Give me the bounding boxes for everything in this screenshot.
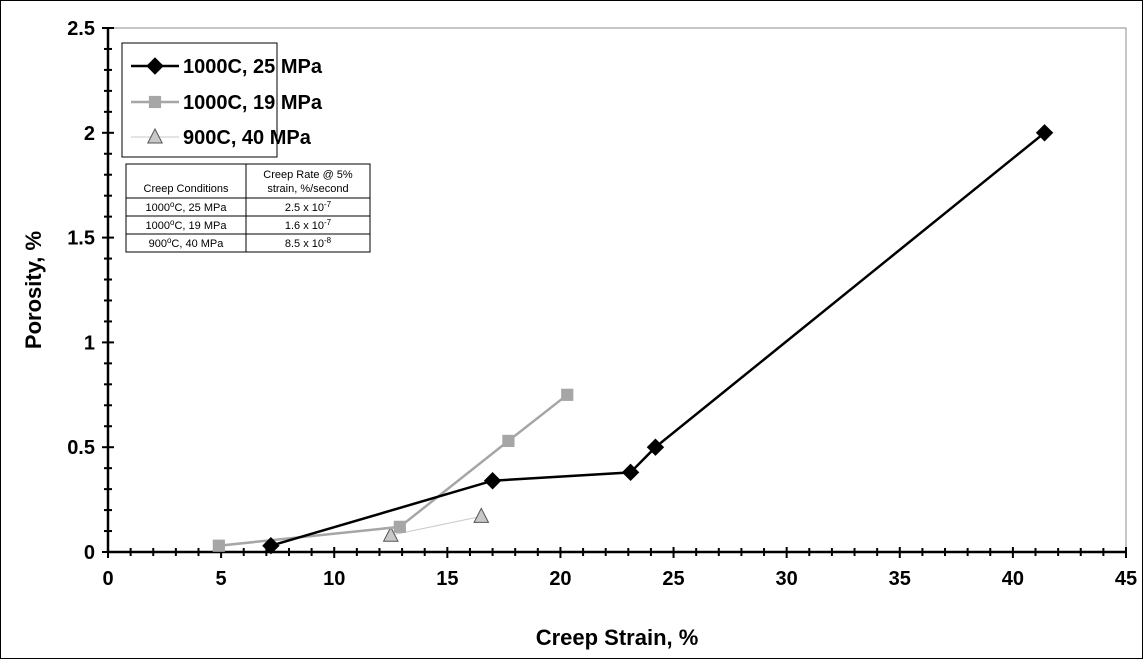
- table-cell-rate: 8.5 x 10-8: [285, 236, 332, 250]
- data-point-diamond: [146, 57, 164, 75]
- data-point-square: [148, 95, 162, 109]
- y-axis-title: Porosity, %: [21, 231, 46, 349]
- data-point-square: [393, 520, 406, 533]
- x-tick-label: 0: [102, 568, 113, 590]
- table-header-rate-line1: Creep Rate @ 5%: [263, 169, 353, 181]
- legend-label: 1000C, 19 MPa: [183, 92, 323, 114]
- table-cell-condition: 1000oC, 25 MPa: [146, 200, 228, 214]
- data-point-diamond: [262, 537, 280, 555]
- data-point-square: [561, 388, 574, 401]
- y-tick-label: 0.5: [67, 437, 95, 459]
- data-point-diamond: [621, 463, 640, 482]
- table-frame: [125, 163, 371, 253]
- legend-label: 1000C, 25 MPa: [183, 56, 323, 78]
- table-cell-condition: 1000oC, 19 MPa: [146, 218, 228, 232]
- y-tick-label: 0: [84, 542, 95, 564]
- x-tick-label: 40: [1002, 568, 1024, 590]
- table-header-rate-line2: strain, %/second: [267, 183, 348, 195]
- data-point-square: [502, 434, 515, 448]
- legend-label: 900C, 40 MPa: [183, 127, 312, 149]
- table-header-conditions: Creep Conditions: [144, 183, 229, 195]
- table-cell-rate: 1.6 x 10-7: [285, 218, 332, 232]
- x-tick-label: 15: [436, 568, 458, 590]
- x-tick-label: 35: [889, 568, 911, 590]
- x-tick-label: 30: [776, 568, 798, 590]
- data-point-diamond: [483, 472, 502, 490]
- y-tick-label: 1.5: [67, 228, 95, 250]
- table-cell-condition: 900oC, 40 MPa: [149, 236, 225, 250]
- series-line: [270, 131, 1046, 547]
- y-tick-label: 1: [84, 332, 95, 354]
- x-tick-label: 25: [662, 568, 684, 590]
- series-square: [212, 388, 574, 552]
- legend-box: [121, 42, 278, 158]
- inset-table: Creep Conditions Creep Rate @ 5% strain, %…: [125, 163, 371, 253]
- data-point-square: [212, 539, 225, 552]
- x-tick-label: 20: [549, 568, 571, 590]
- y-tick-label: 2.5: [67, 18, 95, 40]
- x-axis-title: Creep Strain, %: [536, 625, 699, 650]
- data-point-diamond: [1035, 124, 1054, 142]
- x-tick-label: 45: [1115, 568, 1137, 590]
- legend: 1000C, 25 MPa 1000C, 19 MPa 900C, 40 MPa: [121, 42, 323, 158]
- x-tick-label: 5: [216, 568, 227, 590]
- series-diamond: [262, 124, 1054, 555]
- series-line: [218, 393, 569, 547]
- data-point-triangle: [473, 507, 490, 523]
- data-point-triangle: [382, 526, 399, 542]
- x-tick-label: 10: [323, 568, 345, 590]
- table-cell-rate: 2.5 x 10-7: [285, 200, 332, 214]
- data-point-triangle: [146, 127, 164, 144]
- data-point-diamond: [646, 438, 665, 456]
- y-tick-label: 2: [84, 123, 95, 145]
